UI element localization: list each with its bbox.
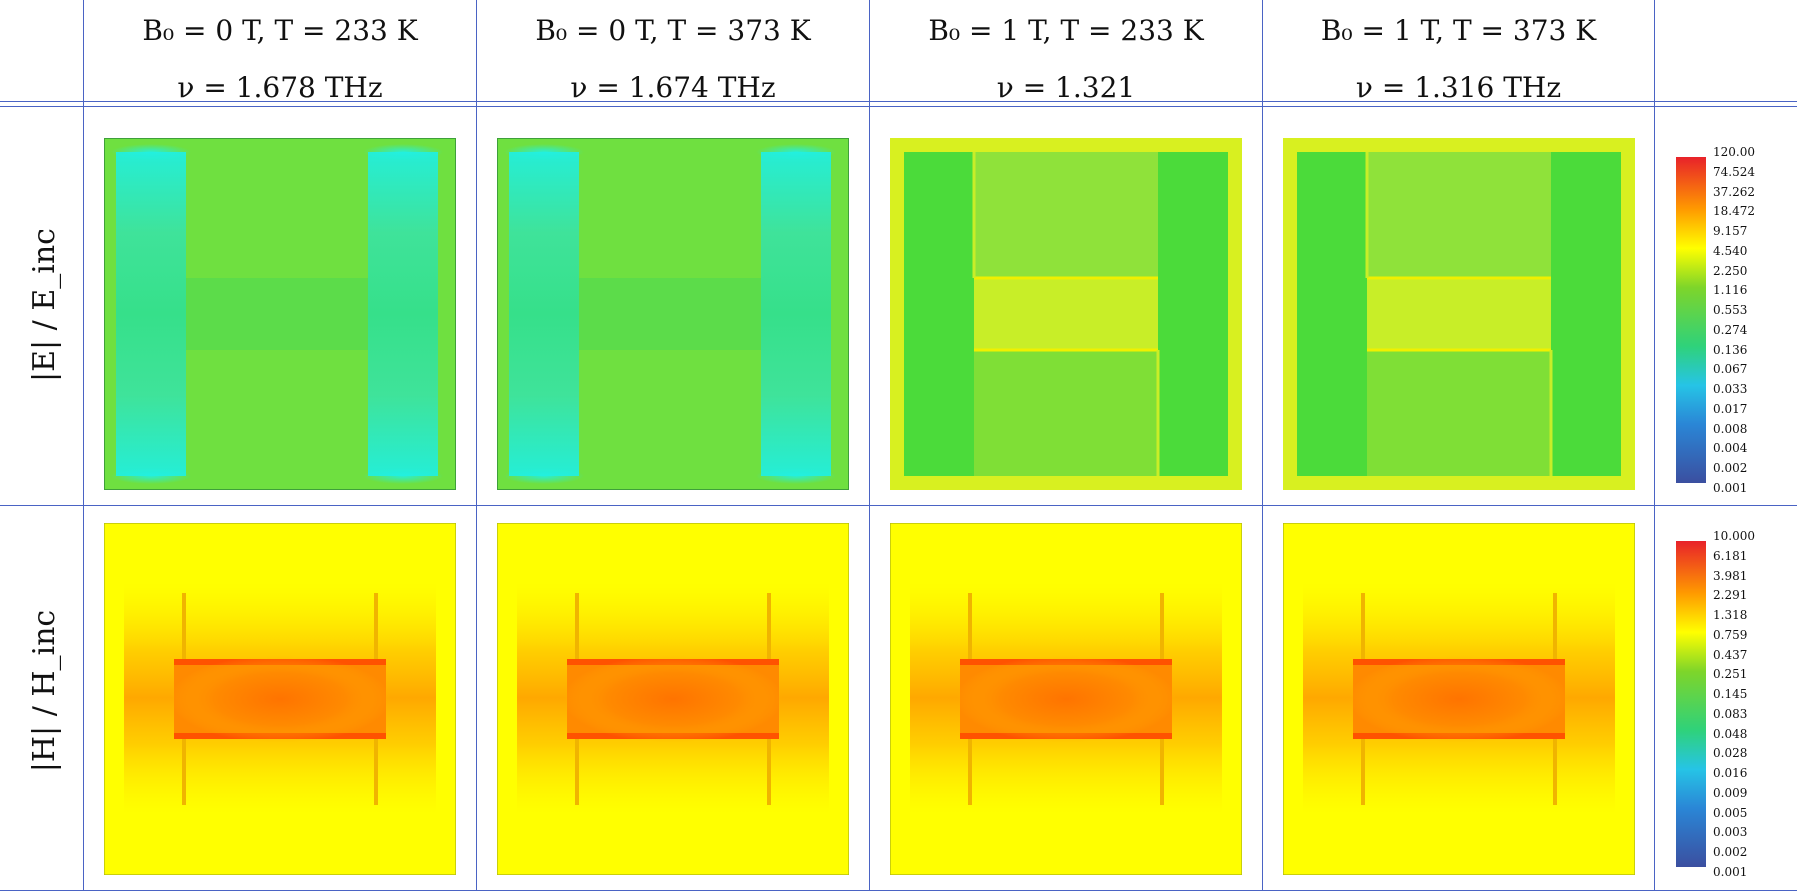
column-header-params: B₀ = 0 T, T = 233 K <box>142 14 418 47</box>
table-col-divider-1 <box>476 0 477 891</box>
colorbar-tick-label: 3.981 <box>1713 568 1748 583</box>
e-field-plot-3 <box>890 138 1242 490</box>
colorbar-tick-label: 0.005 <box>1713 805 1748 820</box>
table-rule-header-1 <box>0 101 1797 102</box>
colorbar-tick-label: 4.540 <box>1713 243 1748 258</box>
colorbar-tick-label: 2.291 <box>1713 588 1748 603</box>
e-field-plot-2 <box>497 138 849 490</box>
row-label-h-field: |H| / H_inc <box>27 609 62 773</box>
h-field-plot-2 <box>497 523 849 875</box>
column-header-frequency: ν = 1.674 THz <box>570 71 776 104</box>
column-header-4: B₀ = 1 T, T = 373 K ν = 1.316 THz <box>1263 0 1654 104</box>
column-header-params: B₀ = 1 T, T = 233 K <box>928 14 1204 47</box>
h-field-plot-1 <box>104 523 456 875</box>
colorbar-tick-label: 0.001 <box>1713 865 1748 879</box>
colorbar-tick-label: 0.251 <box>1713 667 1748 682</box>
colorbar-tick-label: 0.048 <box>1713 726 1748 741</box>
table-col-divider-3 <box>1262 0 1263 891</box>
colorbar-tick-label: 2.250 <box>1713 263 1748 278</box>
column-header-frequency: ν = 1.678 THz <box>177 71 383 104</box>
colorbar-tick-label: 0.001 <box>1713 481 1748 495</box>
colorbar-tick-label: 0.017 <box>1713 401 1748 416</box>
colorbar-tick-label: 74.524 <box>1713 164 1755 179</box>
colorbar-tick-label: 6.181 <box>1713 548 1748 563</box>
colorbar-tick-label: 0.553 <box>1713 303 1748 318</box>
colorbar-tick-label: 18.472 <box>1713 204 1755 219</box>
column-header-frequency: ν = 1.316 THz <box>1355 71 1562 104</box>
e-field-plot-1 <box>104 138 456 490</box>
colorbar-tick-label: 0.067 <box>1713 362 1748 377</box>
colorbar-tick-label: 0.033 <box>1713 382 1748 397</box>
colorbar-tick-label: 0.002 <box>1713 461 1748 476</box>
colorbar-tick-label: 0.145 <box>1713 687 1748 702</box>
column-header-2: B₀ = 0 T, T = 373 K ν = 1.674 THz <box>477 0 869 104</box>
colorbar-tick-label: 0.008 <box>1713 421 1748 436</box>
h-field-colorbar <box>1676 541 1706 867</box>
colorbar-tick-label: 0.437 <box>1713 647 1748 662</box>
h-field-plot-3 <box>890 523 1242 875</box>
h-field-plot-4 <box>1283 523 1635 875</box>
e-field-colorbar <box>1676 157 1706 483</box>
colorbar-tick-label: 0.136 <box>1713 342 1748 357</box>
table-rule-row <box>0 505 1797 506</box>
table-col-divider-4 <box>1654 0 1655 891</box>
colorbar-tick-label: 10.000 <box>1713 529 1755 543</box>
colorbar-tick-label: 0.016 <box>1713 766 1748 781</box>
row-label-e-field: |E| / E_inc <box>27 228 62 382</box>
colorbar-tick-label: 0.009 <box>1713 785 1748 800</box>
column-header-frequency: ν = 1.321 <box>996 71 1136 104</box>
colorbar-tick-label: 1.116 <box>1713 283 1748 298</box>
colorbar-tick-label: 1.318 <box>1713 608 1748 623</box>
table-col-divider-2 <box>869 0 870 891</box>
colorbar-tick-label: 120.00 <box>1713 145 1755 159</box>
colorbar-tick-label: 0.004 <box>1713 441 1748 456</box>
colorbar-tick-label: 0.028 <box>1713 746 1748 761</box>
e-field-plot-4 <box>1283 138 1635 490</box>
column-header-3: B₀ = 1 T, T = 233 K ν = 1.321 <box>870 0 1262 104</box>
colorbar-tick-label: 0.083 <box>1713 706 1748 721</box>
table-col-divider-0 <box>83 0 84 891</box>
column-header-1: B₀ = 0 T, T = 233 K ν = 1.678 THz <box>84 0 476 104</box>
colorbar-tick-label: 0.002 <box>1713 845 1748 860</box>
colorbar-tick-label: 0.003 <box>1713 825 1748 840</box>
table-rule-bottom <box>0 890 1797 891</box>
colorbar-tick-label: 0.274 <box>1713 322 1748 337</box>
colorbar-tick-label: 37.262 <box>1713 184 1755 199</box>
column-header-params: B₀ = 0 T, T = 373 K <box>535 14 811 47</box>
colorbar-tick-label: 0.759 <box>1713 627 1748 642</box>
column-header-params: B₀ = 1 T, T = 373 K <box>1320 14 1597 47</box>
table-rule-header-2 <box>0 106 1797 107</box>
colorbar-tick-label: 9.157 <box>1713 224 1748 239</box>
